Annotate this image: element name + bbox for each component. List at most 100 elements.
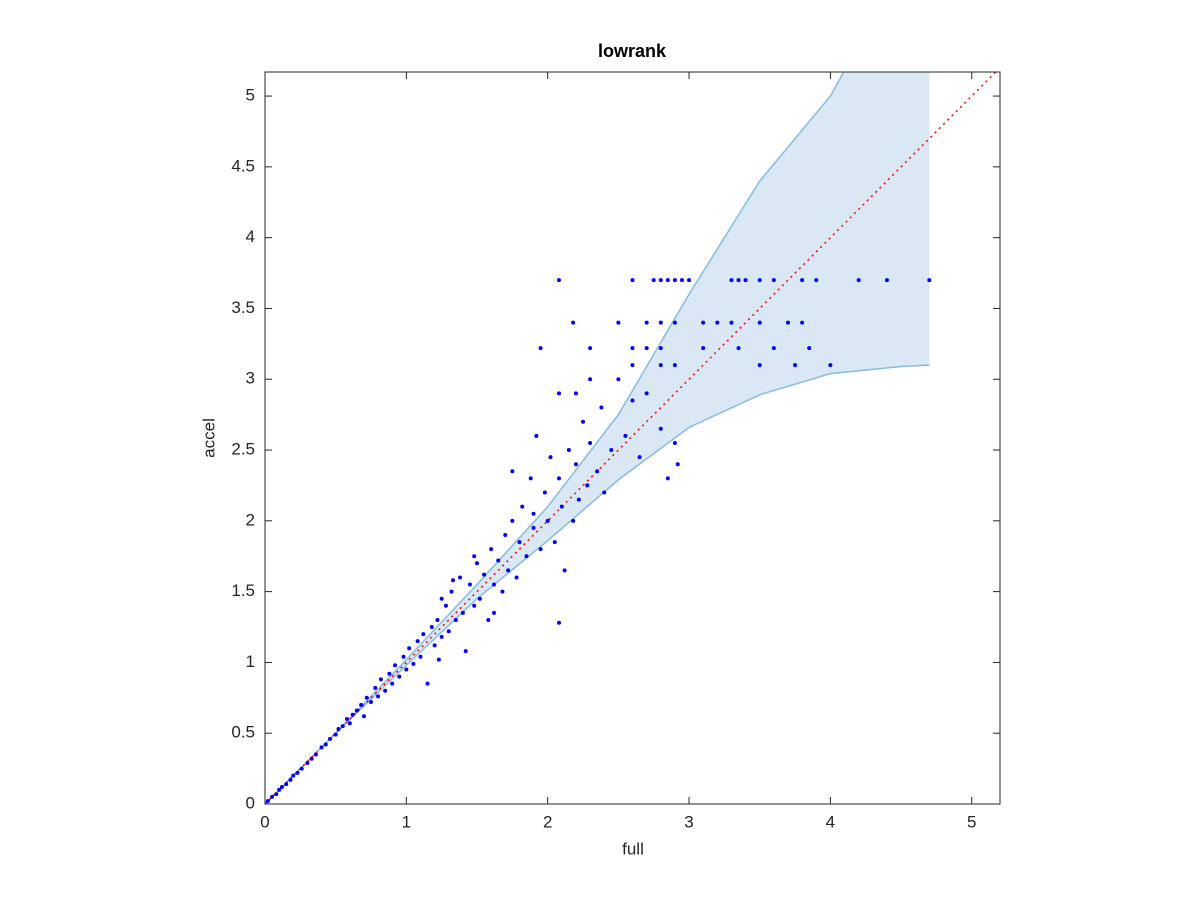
data-point bbox=[557, 391, 561, 396]
data-point bbox=[436, 657, 441, 662]
data-point bbox=[369, 700, 374, 705]
data-point bbox=[616, 377, 621, 382]
data-point bbox=[736, 346, 741, 351]
y-tick-label: 4.5 bbox=[231, 156, 255, 175]
data-point bbox=[305, 760, 310, 765]
data-point bbox=[573, 462, 578, 467]
data-point bbox=[429, 625, 434, 630]
x-tick-label: 3 bbox=[684, 812, 693, 831]
data-point bbox=[701, 346, 706, 351]
data-point bbox=[520, 504, 525, 509]
data-point bbox=[472, 603, 477, 608]
y-tick-label: 2.5 bbox=[231, 440, 255, 459]
data-point bbox=[486, 617, 491, 622]
data-point bbox=[757, 363, 762, 368]
data-point bbox=[477, 596, 482, 601]
y-tick-label: 1.5 bbox=[231, 581, 255, 600]
data-point bbox=[665, 278, 670, 283]
data-point bbox=[644, 320, 649, 325]
data-point bbox=[336, 726, 341, 731]
data-point bbox=[531, 511, 536, 516]
data-point bbox=[743, 278, 748, 283]
data-point bbox=[927, 278, 932, 283]
data-point bbox=[500, 589, 505, 594]
data-point bbox=[602, 490, 607, 495]
data-point bbox=[630, 363, 635, 368]
data-point bbox=[284, 782, 289, 787]
data-point bbox=[672, 320, 677, 325]
data-point bbox=[585, 483, 590, 488]
data-point bbox=[350, 712, 355, 717]
axes-box bbox=[264, 71, 1001, 805]
data-point bbox=[425, 681, 430, 686]
y-tick-label: 1 bbox=[246, 652, 255, 671]
data-point bbox=[672, 363, 677, 368]
data-point bbox=[800, 278, 805, 283]
data-point bbox=[401, 654, 406, 659]
y-tick-label: 0.5 bbox=[231, 723, 255, 742]
x-tick-label: 1 bbox=[402, 812, 411, 831]
y-tick-label: 0 bbox=[246, 793, 255, 812]
data-point bbox=[450, 578, 455, 583]
data-point bbox=[274, 792, 279, 797]
data-point bbox=[571, 320, 576, 325]
data-point bbox=[407, 646, 412, 651]
data-point bbox=[265, 799, 270, 804]
data-point bbox=[557, 278, 561, 283]
data-point bbox=[557, 476, 561, 481]
data-point bbox=[361, 714, 366, 719]
data-point bbox=[538, 346, 543, 351]
data-point bbox=[393, 663, 398, 668]
data-point bbox=[344, 717, 349, 722]
data-point bbox=[588, 377, 593, 382]
data-point bbox=[665, 476, 670, 481]
data-point bbox=[443, 603, 448, 608]
data-point bbox=[609, 448, 614, 453]
x-tick-label: 2 bbox=[543, 812, 552, 831]
data-point bbox=[581, 419, 586, 424]
data-point bbox=[288, 777, 293, 782]
data-point bbox=[453, 617, 458, 622]
data-point bbox=[319, 745, 324, 750]
data-point bbox=[807, 346, 812, 351]
data-point bbox=[491, 582, 496, 587]
data-point bbox=[599, 405, 604, 410]
chart-title: lowrank bbox=[598, 41, 667, 61]
data-point bbox=[793, 363, 798, 368]
data-point bbox=[658, 363, 663, 368]
data-point bbox=[449, 589, 454, 594]
data-point bbox=[644, 346, 649, 351]
data-point bbox=[757, 278, 762, 283]
data-point bbox=[658, 278, 663, 283]
data-point bbox=[576, 497, 581, 502]
band-edge bbox=[265, 364, 930, 804]
data-point bbox=[595, 469, 600, 474]
data-point bbox=[472, 554, 477, 559]
y-tick-label: 2 bbox=[246, 510, 255, 529]
data-point bbox=[557, 620, 561, 625]
data-point bbox=[277, 787, 282, 792]
data-point bbox=[376, 694, 381, 699]
data-point bbox=[588, 440, 593, 445]
data-point bbox=[771, 278, 776, 283]
data-point bbox=[333, 732, 338, 737]
y-tick-label: 3 bbox=[246, 369, 255, 388]
data-point bbox=[463, 649, 468, 654]
data-point bbox=[390, 681, 395, 686]
data-point bbox=[383, 688, 388, 693]
data-point bbox=[715, 320, 720, 325]
data-point bbox=[542, 490, 547, 495]
data-point bbox=[623, 433, 628, 438]
data-point bbox=[340, 724, 345, 729]
data-point bbox=[630, 398, 635, 403]
confidence-band bbox=[265, 72, 930, 804]
data-point bbox=[359, 702, 364, 707]
data-point bbox=[630, 346, 635, 351]
data-point bbox=[475, 561, 480, 566]
data-point bbox=[354, 708, 359, 713]
data-point bbox=[588, 346, 593, 351]
data-point bbox=[421, 632, 426, 637]
data-point bbox=[439, 634, 444, 639]
data-point bbox=[531, 525, 536, 530]
